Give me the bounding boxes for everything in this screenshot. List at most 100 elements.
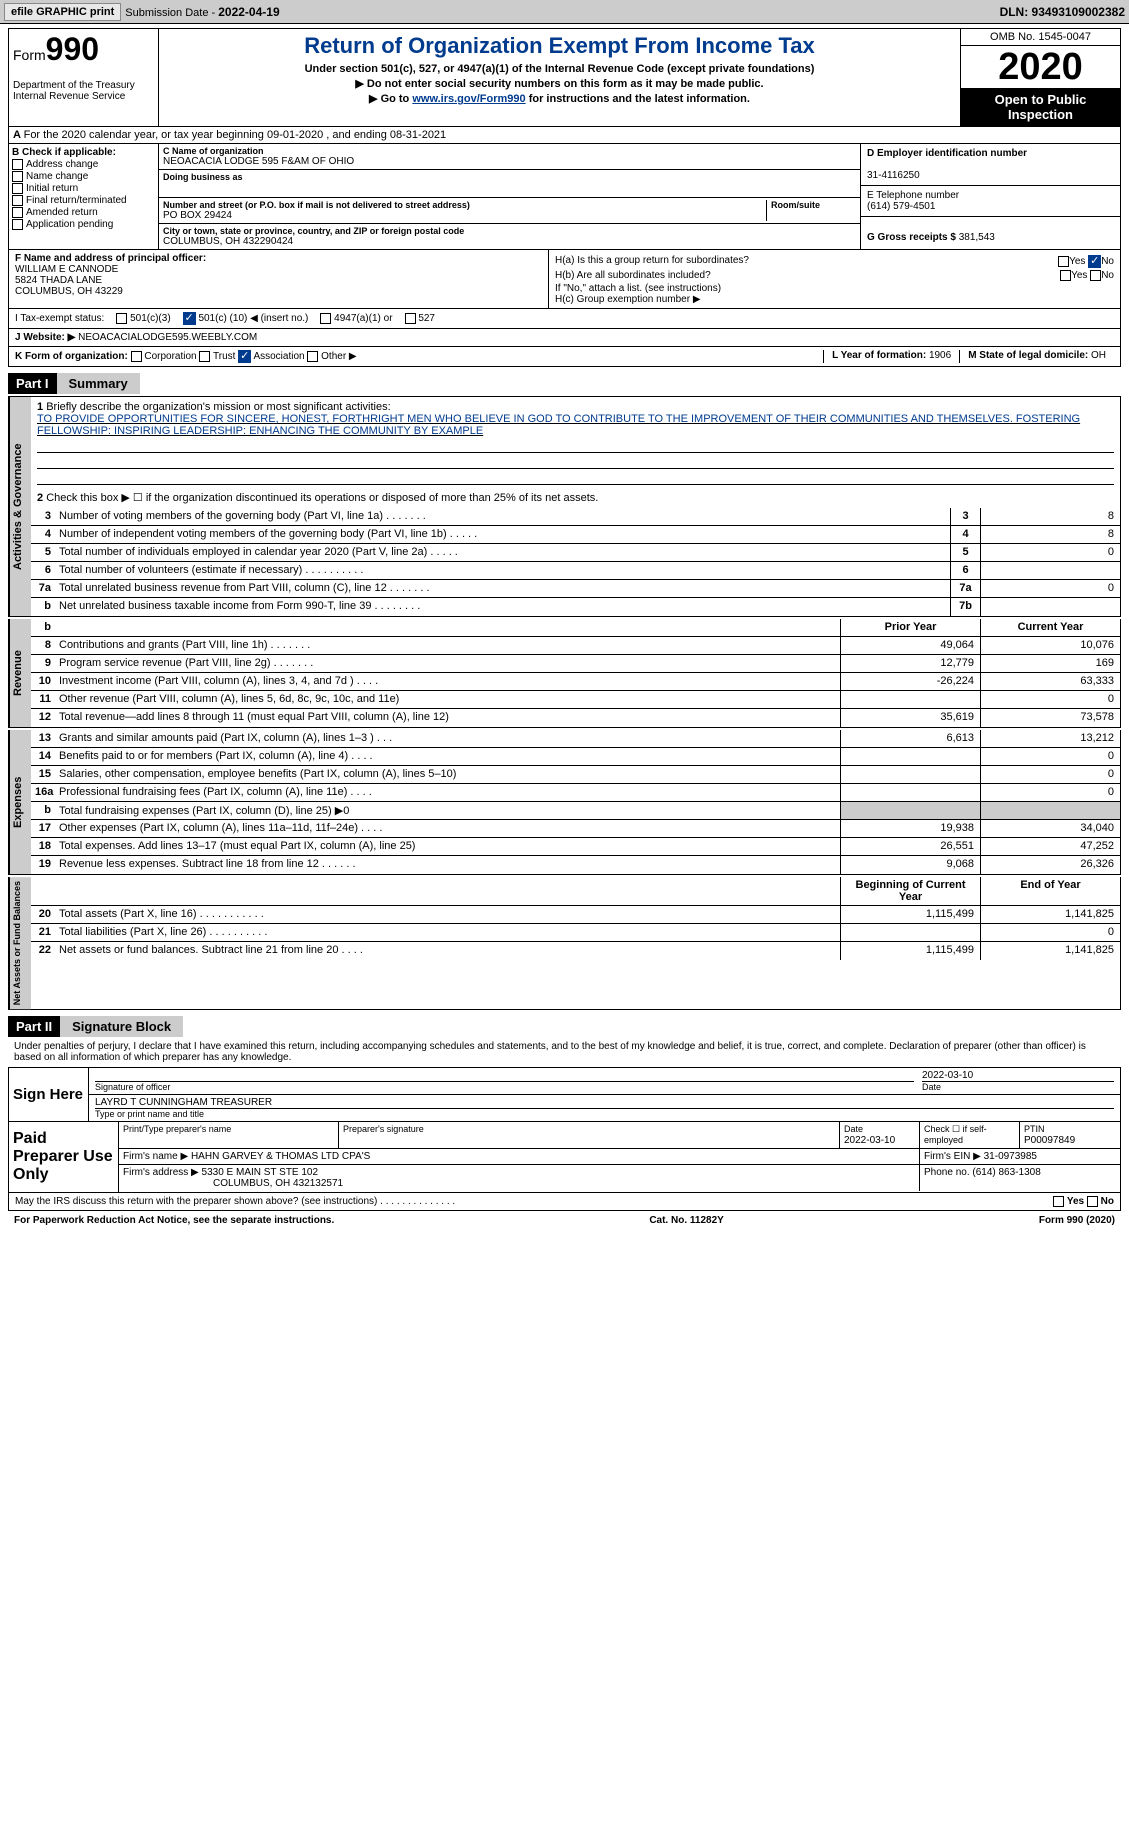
table-row: 4Number of independent voting members of…	[31, 526, 1120, 544]
table-row: 9Program service revenue (Part VIII, lin…	[31, 655, 1120, 673]
table-row: 6Total number of volunteers (estimate if…	[31, 562, 1120, 580]
checkbox-name-change[interactable]	[12, 171, 23, 182]
box-d: D Employer identification number 31-4116…	[860, 144, 1120, 249]
part2-header: Part II	[8, 1016, 60, 1037]
ha-yes[interactable]	[1058, 256, 1069, 267]
checkbox-pending[interactable]	[12, 219, 23, 230]
k-trust[interactable]	[199, 351, 210, 362]
domicile-state: OH	[1091, 350, 1106, 361]
table-row: 14Benefits paid to or for members (Part …	[31, 748, 1120, 766]
box-f: F Name and address of principal officer:…	[9, 250, 549, 308]
row-b-num: b	[31, 619, 55, 636]
checkbox-final-return[interactable]	[12, 195, 23, 206]
firm-ein: 31-0973985	[984, 1151, 1037, 1162]
top-bar: efile GRAPHIC print Submission Date - 20…	[0, 0, 1129, 24]
discuss-no[interactable]	[1087, 1196, 1098, 1207]
row-j: J Website: ▶ NEOACACIALODGE595.WEEBLY.CO…	[8, 329, 1121, 347]
line-a: A For the 2020 calendar year, or tax yea…	[8, 127, 1121, 144]
tab-governance: Activities & Governance	[9, 397, 31, 616]
officer-street: 5824 THADA LANE	[15, 275, 102, 286]
table-row: 15Salaries, other compensation, employee…	[31, 766, 1120, 784]
efile-print-button[interactable]: efile GRAPHIC print	[4, 3, 121, 21]
public-inspection: Open to Public Inspection	[961, 88, 1120, 126]
pra-notice: For Paperwork Reduction Act Notice, see …	[14, 1215, 334, 1226]
declaration-text: Under penalties of perjury, I declare th…	[8, 1037, 1121, 1067]
checkbox-amended[interactable]	[12, 207, 23, 218]
formation-year: 1906	[929, 350, 951, 361]
form-title: Return of Organization Exempt From Incom…	[163, 33, 956, 59]
checkbox-address-change[interactable]	[12, 159, 23, 170]
k-other[interactable]	[307, 351, 318, 362]
sign-here-label: Sign Here	[9, 1068, 89, 1121]
tab-net-assets: Net Assets or Fund Balances	[9, 877, 31, 1009]
part2-title: Signature Block	[60, 1016, 183, 1037]
discuss-yes[interactable]	[1053, 1196, 1064, 1207]
table-row: 13Grants and similar amounts paid (Part …	[31, 730, 1120, 748]
4947-checkbox[interactable]	[320, 313, 331, 324]
table-row: 11Other revenue (Part VIII, column (A), …	[31, 691, 1120, 709]
checkbox-initial-return[interactable]	[12, 183, 23, 194]
dln-value: DLN: 93493109002382	[1000, 5, 1125, 19]
k-corp[interactable]	[131, 351, 142, 362]
firm-name: HAHN GARVEY & THOMAS LTD CPA'S	[191, 1151, 370, 1162]
ptin-value: P00097849	[1024, 1135, 1075, 1146]
line1-label: Briefly describe the organization's miss…	[46, 401, 390, 413]
box-h: H(a) Is this a group return for subordin…	[549, 250, 1120, 308]
phone-value: (614) 579-4501	[867, 201, 935, 212]
box-c: C Name of organization NEOACACIA LODGE 5…	[159, 144, 860, 249]
table-row: 12Total revenue—add lines 8 through 11 (…	[31, 709, 1120, 727]
part1-title: Summary	[57, 373, 140, 394]
header-sub2: ▶ Do not enter social security numbers o…	[163, 77, 956, 90]
officer-name: WILLIAM E CANNODE	[15, 264, 118, 275]
street-address: PO BOX 29424	[163, 210, 766, 221]
form-footer: Form 990 (2020)	[1039, 1215, 1115, 1226]
k-assoc[interactable]: ✓	[238, 350, 251, 363]
website-value: NEOACACIALODGE595.WEEBLY.COM	[75, 332, 257, 343]
ha-no[interactable]: ✓	[1088, 255, 1101, 268]
officer-city: COLUMBUS, OH 43229	[15, 286, 123, 297]
line2: Check this box ▶ ☐ if the organization d…	[46, 492, 598, 504]
header-sub3: ▶ Go to www.irs.gov/Form990 for instruct…	[163, 92, 956, 105]
header-sub1: Under section 501(c), 527, or 4947(a)(1)…	[163, 63, 956, 75]
cat-no: Cat. No. 11282Y	[649, 1215, 723, 1226]
self-employed: Check ☐ if self-employed	[920, 1122, 1020, 1148]
tab-revenue: Revenue	[9, 619, 31, 727]
table-row: 7aTotal unrelated business revenue from …	[31, 580, 1120, 598]
table-row: bTotal fundraising expenses (Part IX, co…	[31, 802, 1120, 820]
501c-checkbox[interactable]: ✓	[183, 312, 196, 325]
hb-yes[interactable]	[1060, 270, 1071, 281]
prep-date: 2022-03-10	[844, 1135, 895, 1146]
box-b: B Check if applicable: Address change Na…	[9, 144, 159, 249]
instructions-link[interactable]: www.irs.gov/Form990	[412, 93, 525, 105]
table-row: bNet unrelated business taxable income f…	[31, 598, 1120, 616]
table-row: 19Revenue less expenses. Subtract line 1…	[31, 856, 1120, 874]
mission-text: TO PROVIDE OPPORTUNITIES FOR SINCERE, HO…	[37, 413, 1080, 437]
form-number: 990	[46, 31, 99, 67]
current-year-header: Current Year	[980, 619, 1120, 636]
table-row: 18Total expenses. Add lines 13–17 (must …	[31, 838, 1120, 856]
end-year-header: End of Year	[980, 877, 1120, 905]
501c3-checkbox[interactable]	[116, 313, 127, 324]
city-state-zip: COLUMBUS, OH 432290424	[163, 236, 856, 247]
527-checkbox[interactable]	[405, 313, 416, 324]
submission-date-label: Submission Date - 2022-04-19	[125, 5, 279, 19]
discuss-row: May the IRS discuss this return with the…	[8, 1193, 1121, 1211]
firm-phone: (614) 863-1308	[972, 1167, 1040, 1178]
officer-typed-name: LAYRD T CUNNINGHAM TREASURER	[95, 1097, 1114, 1108]
firm-addr2: COLUMBUS, OH 432132571	[123, 1178, 343, 1189]
table-row: 8Contributions and grants (Part VIII, li…	[31, 637, 1120, 655]
form-header: Form990 Department of the Treasury Inter…	[8, 28, 1121, 127]
hb-no[interactable]	[1090, 270, 1101, 281]
gross-receipts: 381,543	[959, 232, 995, 243]
firm-addr1: 5330 E MAIN ST STE 102	[202, 1167, 319, 1178]
table-row: 21Total liabilities (Part X, line 26) . …	[31, 924, 1120, 942]
part1-header: Part I	[8, 373, 57, 394]
tab-expenses: Expenses	[9, 730, 31, 874]
table-row: 16aProfessional fundraising fees (Part I…	[31, 784, 1120, 802]
prior-year-header: Prior Year	[840, 619, 980, 636]
row-k: K Form of organization: Corporation Trus…	[8, 347, 1121, 367]
sig-date-value: 2022-03-10	[922, 1070, 1114, 1081]
table-row: 17Other expenses (Part IX, column (A), l…	[31, 820, 1120, 838]
dept-treasury: Department of the Treasury Internal Reve…	[13, 80, 154, 102]
row-i: I Tax-exempt status: 501(c)(3) ✓ 501(c) …	[8, 309, 1121, 329]
